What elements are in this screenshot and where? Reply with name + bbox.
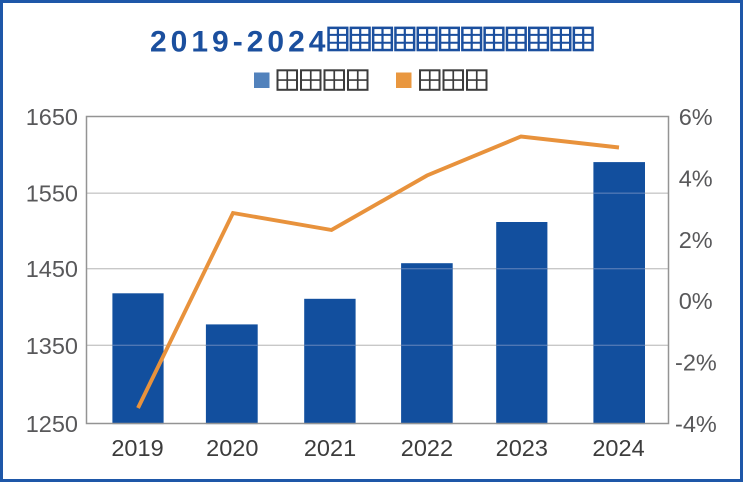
svg-text:2022: 2022 xyxy=(401,435,453,461)
svg-text:0%: 0% xyxy=(679,288,713,314)
svg-text:2023: 2023 xyxy=(496,435,548,461)
svg-text:-2%: -2% xyxy=(675,350,717,376)
svg-text:2019: 2019 xyxy=(111,435,163,461)
svg-text:1250: 1250 xyxy=(26,411,78,437)
svg-text:2019-2024: 2019-2024 xyxy=(150,26,329,59)
svg-text:1550: 1550 xyxy=(26,181,78,207)
svg-text:2024: 2024 xyxy=(592,435,644,461)
svg-text:4%: 4% xyxy=(679,165,713,191)
svg-text:6%: 6% xyxy=(679,104,713,130)
svg-text:1450: 1450 xyxy=(26,256,78,282)
svg-text:2020: 2020 xyxy=(206,435,258,461)
svg-text:1650: 1650 xyxy=(26,104,78,130)
svg-text:1350: 1350 xyxy=(26,333,78,359)
svg-text:2021: 2021 xyxy=(304,435,356,461)
svg-text:-4%: -4% xyxy=(675,411,717,437)
svg-text:2%: 2% xyxy=(679,227,713,253)
